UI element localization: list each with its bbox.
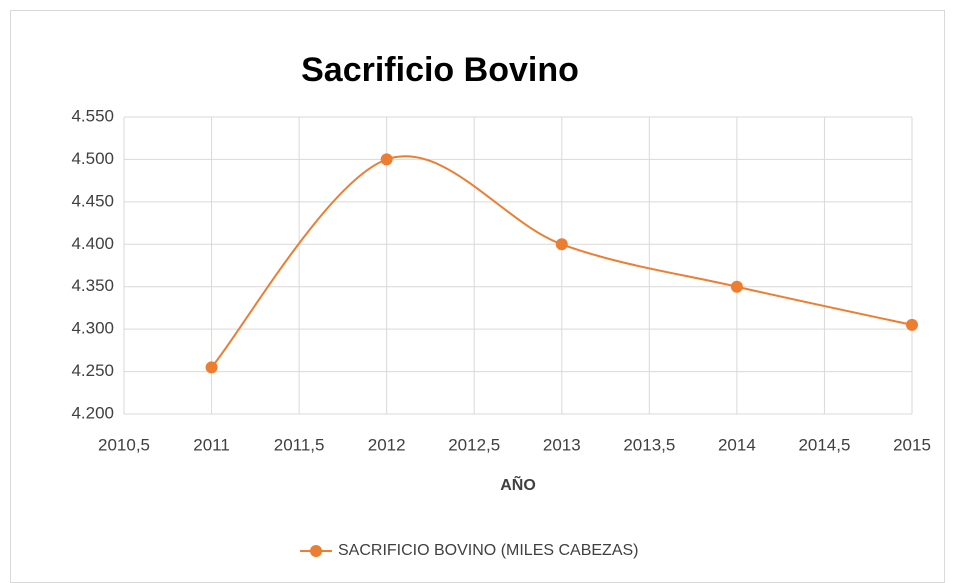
data-point — [555, 238, 568, 251]
legend-label: SACRIFICIO BOVINO (MILES CABEZAS) — [338, 542, 639, 559]
x-tick-label: 2012 — [368, 435, 406, 454]
data-point — [730, 280, 743, 293]
legend-marker — [310, 545, 322, 557]
data-point — [205, 361, 218, 374]
chart-border — [10, 10, 945, 583]
x-tick-label: 2010,5 — [98, 435, 150, 454]
series-line — [210, 155, 913, 368]
x-tick-label: 2011 — [193, 435, 230, 454]
y-tick-label: 4.200 — [71, 403, 114, 422]
chart-title: Sacrificio Bovino — [301, 51, 579, 89]
x-axis-label: AÑO — [500, 474, 536, 494]
x-tick-label: 2013,5 — [623, 435, 675, 454]
y-tick-label: 4.500 — [71, 149, 114, 168]
y-tick-label: 4.250 — [71, 361, 114, 380]
data-point — [906, 318, 918, 331]
y-tick-label: 4.550 — [71, 106, 114, 125]
y-tick-label: 4.400 — [71, 234, 114, 253]
x-tick-label: 2012,5 — [448, 435, 500, 454]
data-point — [380, 153, 393, 166]
y-tick-label: 4.450 — [71, 191, 114, 210]
x-tick-label: 2015 — [893, 435, 931, 454]
y-tick-label: 4.300 — [71, 319, 114, 338]
x-tick-label: 2014 — [718, 435, 756, 454]
x-tick-label: 2014,5 — [798, 435, 850, 454]
y-tick-label: 4.350 — [71, 276, 114, 295]
x-tick-label: 2013 — [543, 435, 581, 454]
x-tick-label: 2011,5 — [274, 435, 325, 454]
